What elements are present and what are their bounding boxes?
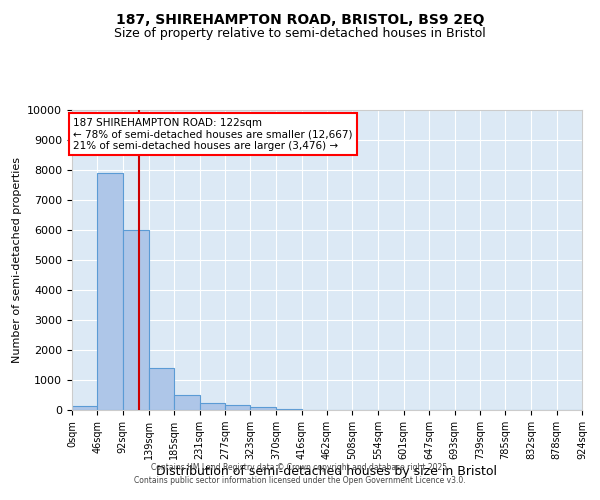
- Bar: [72, 406, 97, 410]
- Text: Contains public sector information licensed under the Open Government Licence v3: Contains public sector information licen…: [134, 476, 466, 485]
- Text: Contains HM Land Registry data © Crown copyright and database right 2025.: Contains HM Land Registry data © Crown c…: [151, 464, 449, 472]
- Y-axis label: Number of semi-detached properties: Number of semi-detached properties: [12, 157, 22, 363]
- X-axis label: Distribution of semi-detached houses by size in Bristol: Distribution of semi-detached houses by …: [157, 465, 497, 478]
- Bar: [225, 404, 250, 410]
- Bar: [149, 368, 174, 410]
- Text: Size of property relative to semi-detached houses in Bristol: Size of property relative to semi-detach…: [114, 28, 486, 40]
- Bar: [276, 408, 302, 410]
- Bar: [97, 173, 123, 410]
- Bar: [123, 230, 149, 410]
- Bar: [199, 402, 225, 410]
- Bar: [174, 395, 200, 410]
- Text: 187, SHIREHAMPTON ROAD, BRISTOL, BS9 2EQ: 187, SHIREHAMPTON ROAD, BRISTOL, BS9 2EQ: [116, 12, 484, 26]
- Text: 187 SHIREHAMPTON ROAD: 122sqm
← 78% of semi-detached houses are smaller (12,667): 187 SHIREHAMPTON ROAD: 122sqm ← 78% of s…: [73, 118, 353, 150]
- Bar: [250, 407, 276, 410]
